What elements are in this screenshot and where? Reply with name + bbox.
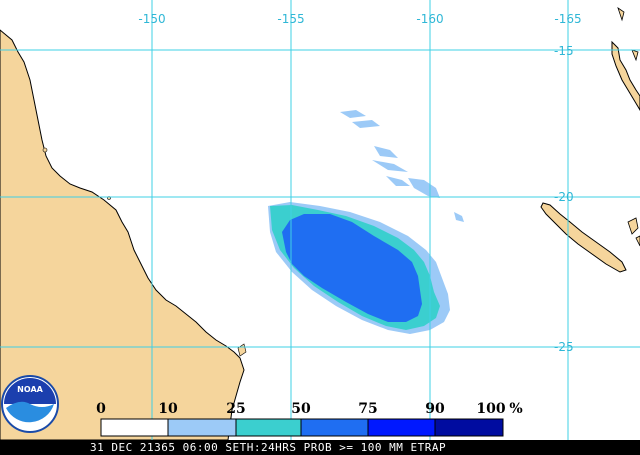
- landmass-vanuatu: [611, 40, 640, 111]
- legend-tick-90: 90: [425, 401, 445, 417]
- legend-bin-0-10: [100, 418, 169, 437]
- legend-tick-25: 25: [226, 401, 245, 417]
- lat-label-15: -15: [554, 44, 574, 58]
- product-label: 31 DEC 21365 06:00 SETH:24HRS PROB >= 10…: [90, 441, 447, 454]
- legend-tick-75: 75: [358, 401, 377, 417]
- lon-label-160: -160: [416, 12, 443, 26]
- legend-bin-90-100: [434, 418, 504, 437]
- legend-tick-100: 100: [476, 401, 505, 417]
- lon-label-165: -165: [554, 12, 581, 26]
- legend-bin-75-90: [367, 418, 436, 437]
- product-label-bar: 31 DEC 21365 06:00 SETH:24HRS PROB >= 10…: [0, 440, 640, 455]
- probability-field: [268, 110, 464, 334]
- lon-label-150: -150: [138, 12, 165, 26]
- legend-tick-10: 10: [158, 401, 178, 417]
- svg-text:NOAA: NOAA: [17, 385, 43, 394]
- landmass-australia: [0, 29, 245, 440]
- lat-label-20: -20: [554, 190, 574, 204]
- noaa-logo-icon: NOAA: [1, 375, 59, 433]
- legend-bin-50-75: [300, 418, 369, 437]
- graticule: [0, 0, 640, 440]
- legend: 0 10 25 50 75 90 100 %: [96, 401, 523, 437]
- legend-tick-50: 50: [291, 401, 311, 417]
- lon-label-155: -155: [277, 12, 304, 26]
- legend-bin-10-25: [167, 418, 237, 437]
- lat-label-25: -25: [554, 340, 574, 354]
- legend-tick-0: 0: [96, 401, 106, 417]
- forecast-map: -150 -155 -160 -165 -15 -20 -25 NOAA 0 1…: [0, 0, 640, 440]
- legend-bin-25-50: [235, 418, 302, 437]
- legend-unit: %: [509, 401, 522, 417]
